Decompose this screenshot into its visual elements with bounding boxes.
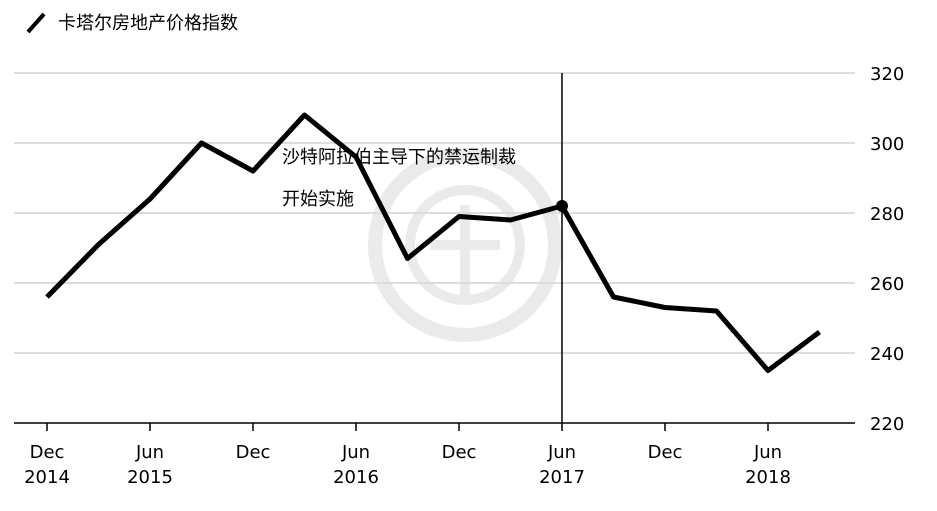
x-tick-label: Dec — [648, 442, 683, 463]
x-tick-label: Jun 2018 — [745, 442, 791, 488]
x-tick-label-line: 2016 — [333, 467, 379, 488]
x-tick-label: Dec 2014 — [24, 442, 70, 488]
x-tick-label-line: 2014 — [24, 467, 70, 488]
x-tick-label-line: Jun — [135, 442, 164, 463]
legend-label: 卡塔尔房地产价格指数 — [58, 13, 238, 34]
x-tick-label-line: Dec — [648, 442, 683, 463]
x-tick-label-line: 2018 — [745, 467, 791, 488]
x-tick-label: Jun 2016 — [333, 442, 379, 488]
x-tick-label-line: Jun — [547, 442, 576, 463]
y-tick-label: 280 — [870, 204, 904, 225]
x-tick-label: Dec — [442, 442, 477, 463]
x-tick-label-line: Dec — [30, 442, 65, 463]
legend-icon — [26, 12, 46, 34]
x-tick-label-line: Jun — [341, 442, 370, 463]
x-tick-label-line: Jun — [753, 442, 782, 463]
x-tick-label-line: Dec — [442, 442, 477, 463]
annotation-text: 开始实施 — [282, 189, 354, 210]
x-tick-label-line: Dec — [236, 442, 271, 463]
y-tick-label: 300 — [870, 134, 904, 155]
x-tick-label: Jun 2017 — [539, 442, 585, 488]
y-tick-label: 240 — [870, 344, 904, 365]
watermark — [368, 148, 562, 342]
y-tick-label: 260 — [870, 274, 904, 295]
x-tick-label-line: 2017 — [539, 467, 585, 488]
y-tick-label: 320 — [870, 64, 904, 85]
annotation-text: 沙特阿拉伯主导下的禁运制裁 — [282, 147, 516, 168]
line — [45, 112, 821, 373]
x-tick-label: Jun 2015 — [127, 442, 173, 488]
annotation-dot — [556, 200, 568, 212]
y-tick-label: 220 — [870, 414, 904, 435]
x-tick-label: Dec — [236, 442, 271, 463]
x-tick-label-line: 2015 — [127, 467, 173, 488]
